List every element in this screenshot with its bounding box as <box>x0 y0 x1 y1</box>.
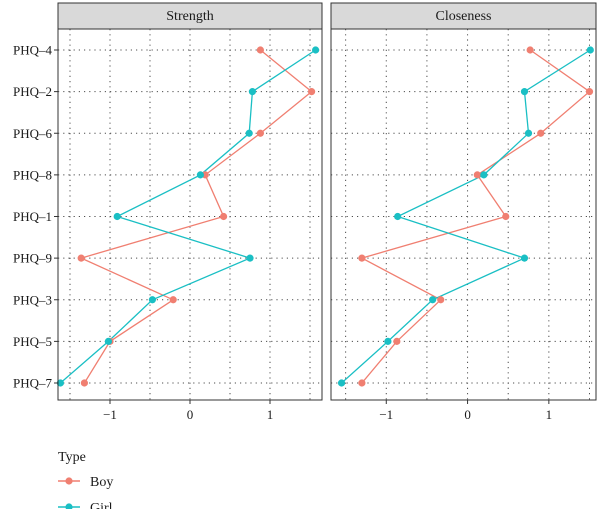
data-point-boy <box>473 171 481 179</box>
data-point-boy <box>256 46 264 54</box>
y-tick-label: PHQ–3 <box>13 292 52 307</box>
y-tick-label: PHQ–1 <box>13 209 52 224</box>
y-tick-label: PHQ–2 <box>13 84 52 99</box>
y-tick-label: PHQ–9 <box>13 251 52 266</box>
y-tick-label: PHQ–6 <box>13 126 53 141</box>
data-point-girl <box>394 212 402 221</box>
data-point-girl <box>337 379 346 387</box>
data-point-girl <box>104 337 112 345</box>
legend-key-point <box>65 477 73 485</box>
legend-title: Type <box>58 450 86 465</box>
data-point-boy <box>585 88 594 96</box>
x-tick-label: −1 <box>379 407 393 422</box>
y-tick-label: PHQ–5 <box>13 334 52 349</box>
data-point-girl <box>429 296 437 304</box>
facet-title: Strength <box>166 9 213 24</box>
data-point-boy <box>77 254 85 262</box>
legend: Type Boy Girl <box>58 450 113 509</box>
data-point-boy <box>526 46 534 54</box>
data-point-girl <box>520 88 529 96</box>
data-point-girl <box>113 212 121 221</box>
facet-strip <box>57 2 323 30</box>
legend-item-girl: Girl <box>58 501 113 509</box>
data-point-boy <box>393 337 401 345</box>
data-point-boy <box>308 88 316 96</box>
data-point-girl <box>520 254 529 262</box>
data-point-boy <box>256 129 264 137</box>
data-point-boy <box>437 296 445 304</box>
x-tick-label: 1 <box>267 407 274 422</box>
panel-border <box>330 28 597 401</box>
data-point-girl <box>246 254 254 262</box>
data-point-boy <box>358 379 366 387</box>
data-point-girl <box>245 129 253 137</box>
data-point-girl <box>524 129 533 137</box>
data-point-girl <box>248 88 256 96</box>
data-point-girl <box>196 171 204 179</box>
panel-background <box>58 29 322 400</box>
x-tick-label: 0 <box>187 407 194 422</box>
legend-label: Girl <box>90 501 113 509</box>
legend-item-boy: Boy <box>58 475 113 490</box>
data-point-boy <box>220 212 228 221</box>
x-tick-label: 0 <box>464 407 471 422</box>
y-tick-label: PHQ–7 <box>13 376 53 391</box>
facet-panel-strength: Strength −1 0 1 PHQ–4 PHQ–2 PHQ–6 PHQ–8 PHQ–1 PHQ… <box>13 2 323 422</box>
panel-background <box>331 29 596 400</box>
data-point-girl <box>586 46 594 54</box>
facet-title: Closeness <box>436 9 492 24</box>
data-point-boy <box>169 296 177 304</box>
data-point-girl <box>148 296 156 304</box>
facet-panel-closeness: Closeness −1 0 1 <box>330 2 597 422</box>
legend-key-point <box>65 503 73 509</box>
data-point-boy <box>502 212 510 221</box>
data-point-girl <box>56 379 64 387</box>
data-point-boy <box>358 254 366 262</box>
data-point-girl <box>480 171 488 179</box>
data-point-boy <box>80 379 88 387</box>
x-tick-label: 1 <box>546 407 553 422</box>
y-tick-label: PHQ–8 <box>13 167 52 182</box>
legend-label: Boy <box>90 475 113 490</box>
x-tick-label: −1 <box>103 407 117 422</box>
data-point-girl <box>312 46 320 54</box>
data-point-boy <box>537 129 545 137</box>
y-tick-label: PHQ–4 <box>13 43 53 58</box>
data-point-girl <box>384 337 392 345</box>
